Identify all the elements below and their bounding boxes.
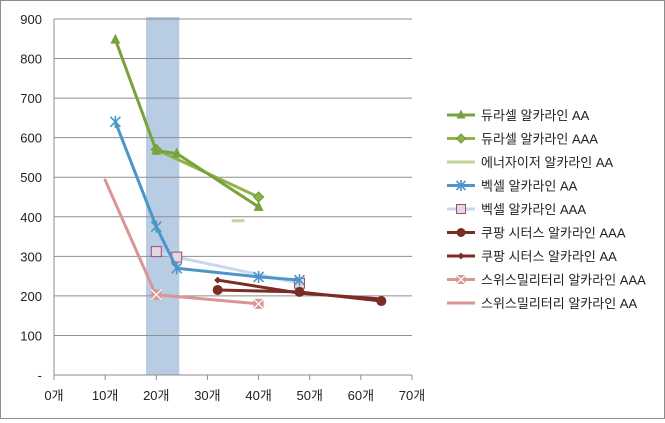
star-marker	[455, 180, 467, 191]
gridlines	[54, 18, 412, 376]
x-tick-label: 60개	[348, 388, 374, 403]
legend-item: 쿠팡 시터스 알카라인 AAA	[447, 226, 626, 241]
series-layer	[103, 33, 387, 310]
legend-item: 쿠팡 시터스 알카라인 AA	[447, 249, 617, 264]
x-tick-label: 20개	[143, 388, 169, 403]
star-marker	[293, 274, 306, 287]
x-tick-label: 10개	[92, 388, 118, 403]
circle-marker	[212, 284, 223, 295]
series-group	[109, 115, 306, 287]
triangle-marker	[456, 109, 466, 119]
y-tick-label: 600	[20, 131, 42, 146]
legend-item: 에너자이저 알카라인 AA	[447, 155, 614, 170]
y-tick-label: 500	[20, 170, 42, 185]
legend-label: 에너자이저 알카라인 AA	[481, 155, 614, 170]
series-line	[103, 178, 158, 298]
diamond-marker	[252, 191, 265, 203]
legend-item: 듀라셀 알카라인 AAA	[447, 132, 598, 147]
series-group	[110, 33, 264, 211]
x-square-marker	[456, 274, 466, 285]
triangle-marker	[151, 144, 162, 155]
x-tick-label: 0개	[44, 388, 63, 403]
axes: - 100 200 300 400 500 600 700 800 900 0개 10개 20개 30개 4…	[20, 12, 425, 403]
square-marker	[150, 246, 162, 258]
legend-item: 스위스밀리터리 알카라인 AAA	[447, 273, 646, 288]
star-marker	[109, 115, 121, 128]
diamond-marker	[214, 276, 222, 284]
legend-item: 벡셀 알카라인 AA	[447, 179, 578, 194]
y-tick-label: 200	[20, 289, 42, 304]
highlight-band-layer	[146, 17, 180, 375]
diamond-marker	[457, 252, 465, 260]
circle-marker	[376, 296, 387, 307]
triangle-marker	[171, 147, 182, 158]
star-marker	[150, 220, 162, 233]
y-tick-label: 800	[20, 52, 42, 67]
x-tick-label: 40개	[245, 388, 271, 403]
legend-label: 쿠팡 시터스 알카라인 AAA	[481, 226, 626, 241]
y-tick-label: -	[38, 368, 42, 383]
legend-item: 스위스밀리터리 알카라인 AA	[447, 296, 637, 311]
series-line	[154, 293, 261, 306]
y-tick-label: 300	[20, 249, 42, 264]
highlight-band	[146, 17, 180, 375]
series-group	[103, 178, 158, 298]
y-tick-label: 400	[20, 210, 42, 225]
x-tick-label: 70개	[399, 388, 425, 403]
x-tick-label: 30개	[194, 388, 220, 403]
legend: 듀라셀 알카라인 AA 듀라셀 알카라인 AAA 에너자이저 알카라인 AA 벡셀 알…	[447, 108, 646, 311]
legend-label: 듀라셀 알카라인 AA	[481, 108, 590, 123]
y-tick-label: 900	[20, 12, 42, 27]
square-marker	[456, 204, 466, 214]
triangle-marker	[253, 200, 264, 211]
legend-item: 벡셀 알카라인 AAA	[447, 202, 586, 217]
y-tick-label: 100	[20, 328, 42, 343]
series-group	[150, 289, 264, 310]
star-marker	[171, 262, 183, 275]
y-tick-label: 700	[20, 91, 42, 106]
series-line	[113, 38, 261, 209]
legend-label: 스위스밀리터리 알카라인 AA	[481, 296, 637, 311]
legend-label: 벡셀 알카라인 AA	[481, 179, 578, 194]
legend-label: 벡셀 알카라인 AAA	[481, 202, 586, 217]
x-tick-label: 50개	[297, 388, 323, 403]
triangle-marker	[110, 33, 121, 44]
circle-marker	[294, 286, 305, 297]
diamond-marker	[455, 133, 467, 144]
star-marker	[253, 270, 265, 283]
legend-label: 쿠팡 시터스 알카라인 AA	[481, 249, 617, 264]
series-group	[212, 284, 387, 307]
x-square-marker	[150, 289, 162, 301]
legend-label: 스위스밀리터리 알카라인 AAA	[481, 273, 646, 288]
circle-marker	[456, 228, 466, 237]
x-square-marker	[253, 298, 264, 310]
legend-label: 듀라셀 알카라인 AAA	[481, 132, 598, 147]
legend-item: 듀라셀 알카라인 AA	[447, 108, 590, 123]
